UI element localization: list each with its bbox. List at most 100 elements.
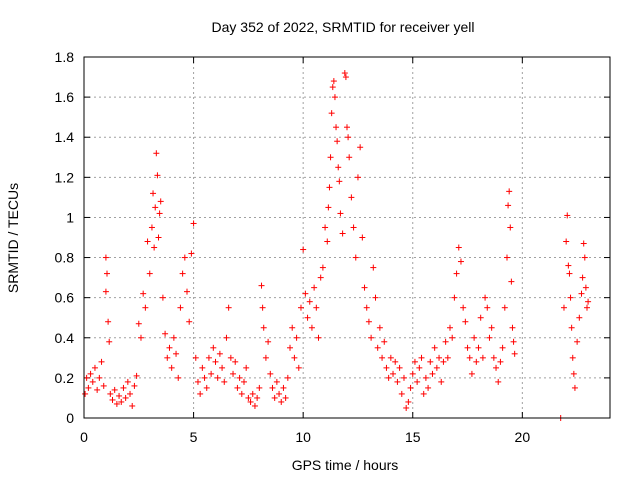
data-point: [336, 178, 343, 185]
data-point: [484, 304, 491, 311]
y-axis-label: SRMTID / TECUs: [5, 183, 21, 293]
data-point: [328, 110, 335, 117]
data-point: [495, 378, 502, 385]
data-point: [256, 384, 263, 391]
data-point: [508, 278, 515, 285]
data-point: [194, 378, 201, 385]
data-point: [89, 378, 96, 385]
data-point: [203, 384, 210, 391]
data-point: [276, 390, 283, 397]
data-point: [91, 364, 98, 371]
data-point: [131, 382, 138, 389]
data-point: [479, 354, 486, 361]
data-point: [473, 358, 480, 365]
data-point: [327, 154, 334, 161]
data-point: [267, 370, 274, 377]
data-point: [269, 384, 276, 391]
data-point: [295, 364, 302, 371]
data-point: [159, 294, 166, 301]
data-point: [376, 324, 383, 331]
data-point: [569, 354, 576, 361]
data-point: [227, 354, 234, 361]
data-point: [488, 324, 495, 331]
data-point: [333, 124, 340, 131]
data-point: [359, 234, 366, 241]
data-point: [300, 246, 307, 253]
data-point: [407, 384, 414, 391]
data-point: [394, 378, 401, 385]
data-point: [506, 188, 513, 195]
y-tick-label: 1.6: [55, 89, 75, 105]
data-point: [444, 354, 451, 361]
data-point: [199, 364, 206, 371]
data-point: [313, 304, 320, 311]
data-point: [486, 334, 493, 341]
data-point: [260, 324, 267, 331]
data-point: [271, 394, 278, 401]
data-point: [363, 304, 370, 311]
data-point: [381, 338, 388, 345]
data-point: [433, 364, 440, 371]
data-point: [319, 264, 326, 271]
data-point: [111, 386, 118, 393]
data-point: [383, 364, 390, 371]
data-point: [100, 382, 107, 389]
data-point: [368, 334, 375, 341]
data-point: [344, 124, 350, 131]
data-point: [579, 274, 586, 281]
data-point: [501, 304, 508, 311]
data-point: [464, 344, 471, 351]
data-point: [329, 84, 336, 91]
plot-frame: [83, 56, 611, 419]
data-point: [262, 354, 269, 361]
data-point: [230, 370, 237, 377]
data-point: [140, 290, 147, 297]
data-point: [499, 344, 506, 351]
data-point: [243, 364, 250, 371]
data-point: [466, 354, 473, 361]
data-point: [278, 398, 285, 405]
data-point: [420, 390, 427, 397]
data-point: [578, 290, 585, 297]
data-point: [122, 394, 129, 401]
y-tick-label: 1.4: [55, 129, 75, 145]
data-point: [168, 364, 175, 371]
data-point: [497, 358, 504, 365]
data-point: [186, 318, 193, 325]
data-point: [214, 374, 221, 381]
data-point: [400, 374, 407, 381]
data-point: [308, 324, 315, 331]
data-point: [411, 358, 418, 365]
data-point: [317, 274, 324, 281]
data-point: [405, 398, 412, 405]
data-point: [429, 370, 436, 377]
data-point: [390, 370, 397, 377]
data-point: [468, 370, 475, 377]
data-point: [509, 324, 516, 331]
data-point: [240, 378, 247, 385]
data-point: [576, 314, 583, 321]
data-point: [315, 334, 322, 341]
data-point: [462, 318, 469, 325]
data-point: [282, 394, 289, 401]
x-tick-label: 10: [295, 429, 311, 445]
data-point: [181, 254, 188, 261]
data-point: [150, 190, 157, 197]
data-point: [82, 390, 89, 397]
data-point: [455, 244, 462, 251]
data-point: [372, 294, 379, 301]
data-point: [157, 198, 164, 205]
data-point: [568, 324, 575, 331]
data-point: [460, 304, 467, 311]
data-point: [398, 390, 405, 397]
x-tick-labels: 0 5 10 15 20: [80, 429, 530, 445]
y-tick-label: 1.2: [55, 169, 75, 185]
data-point: [311, 284, 318, 291]
data-point: [350, 224, 357, 231]
x-tick-label: 15: [405, 429, 421, 445]
data-point: [457, 258, 464, 265]
data-point: [148, 224, 155, 231]
data-point: [153, 150, 160, 157]
y-tick-label: 1.8: [55, 49, 75, 65]
